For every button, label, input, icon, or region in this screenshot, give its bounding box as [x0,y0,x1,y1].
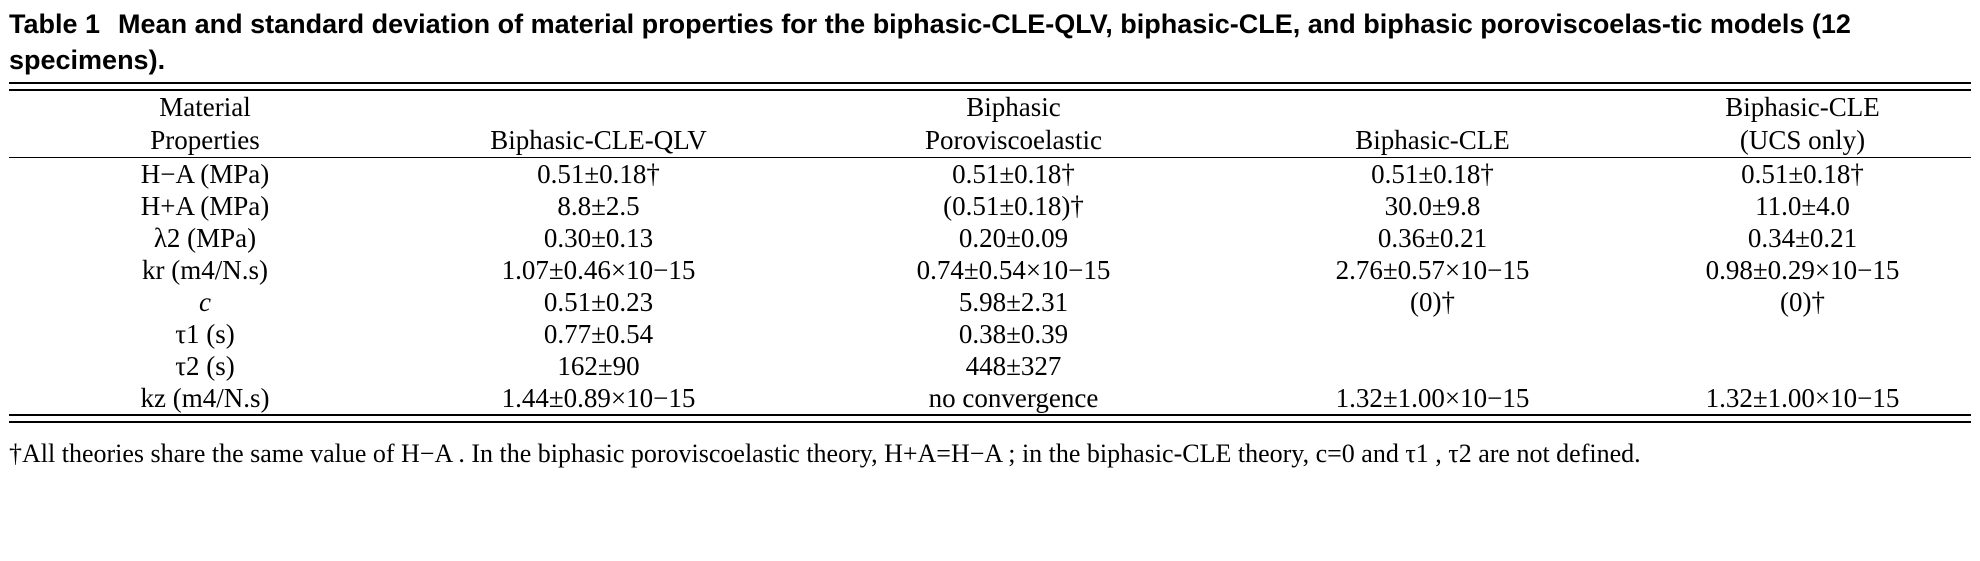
header-biphasic-cle-ucs-only: Biphasic-CLE (UCS only) [1725,92,1880,155]
cell-qlv: 8.8±2.5 [557,191,640,221]
cell-cle: 0.36±0.21 [1377,223,1488,253]
row-label: c [199,287,211,317]
row-label: λ2 (MPa) [153,223,257,253]
cell-cle: 0.51±0.18† [1371,159,1494,189]
row-label: kr (m4/N.s) [142,255,268,285]
cell-cle [1231,350,1634,382]
cell-cle: (0)† [1410,287,1455,317]
table-row: H−A (MPa) 0.51±0.18† 0.51±0.18† 0.51±0.1… [9,158,1971,190]
cell-poroviscoelastic: 0.74±0.54×10−15 [916,255,1111,285]
cell-qlv: 1.07±0.46×10−15 [501,255,696,285]
table-row: kz (m4/N.s) 1.44±0.89×10−15 no convergen… [9,382,1971,414]
row-label: H+A (MPa) [140,191,270,221]
cell-poroviscoelastic: no convergence [928,383,1099,413]
cell-ucs: 0.51±0.18† [1741,159,1864,189]
table-header-row: Material Properties Biphasic-CLE-QLV Bip… [9,91,1971,157]
material-properties-table: Material Properties Biphasic-CLE-QLV Bip… [9,91,1971,414]
table-row: τ1 (s) 0.77±0.54 0.38±0.39 [9,318,1971,350]
cell-ucs: 1.32±1.00×10−15 [1705,383,1900,413]
cell-ucs: 11.0±4.0 [1755,191,1850,221]
table-row: kr (m4/N.s) 1.07±0.46×10−15 0.74±0.54×10… [9,254,1971,286]
table-label: Table 1 [9,9,101,39]
cell-ucs: 0.34±0.21 [1747,223,1858,253]
cell-poroviscoelastic: 0.20±0.09 [958,223,1069,253]
cell-qlv: 0.30±0.13 [543,223,654,253]
cell-poroviscoelastic: 0.51±0.18† [952,159,1075,189]
cell-cle [1231,318,1634,350]
row-label: kz (m4/N.s) [140,383,270,413]
header-biphasic-cle: Biphasic-CLE [1355,125,1510,155]
cell-poroviscoelastic: 0.38±0.39 [958,319,1069,349]
cell-ucs: (0)† [1780,287,1825,317]
cell-poroviscoelastic: (0.51±0.18)† [943,191,1084,221]
bottom-double-rule [9,414,1971,423]
cell-qlv: 162±90 [557,351,640,381]
cell-qlv: 0.51±0.23 [543,287,654,317]
cell-cle: 2.76±0.57×10−15 [1335,255,1530,285]
cell-cle: 30.0±9.8 [1384,191,1481,221]
header-biphasic-cle-qlv: Biphasic-CLE-QLV [490,125,707,155]
table-row: H+A (MPa) 8.8±2.5 (0.51±0.18)† 30.0±9.8 … [9,190,1971,222]
table-caption: Table 1 Mean and standard deviation of ma… [9,6,1971,78]
document-page: Table 1 Mean and standard deviation of ma… [9,0,1971,469]
cell-ucs: 0.98±0.29×10−15 [1705,255,1900,285]
cell-poroviscoelastic: 448±327 [965,351,1062,381]
top-double-rule [9,82,1971,91]
cell-qlv: 0.51±0.18† [537,159,660,189]
table-footnote: †All theories share the same value of H−… [9,439,1641,468]
row-label: τ2 (s) [175,351,235,381]
row-label: H−A (MPa) [140,159,270,189]
cell-poroviscoelastic: 5.98±2.31 [958,287,1069,317]
caption-text: Mean and standard deviation of material … [9,9,1851,75]
header-rule [9,157,1971,158]
header-biphasic-poroviscoelastic: Biphasic Poroviscoelastic [925,92,1102,155]
table-row: c 0.51±0.23 5.98±2.31 (0)† (0)† [9,286,1971,318]
cell-qlv: 0.77±0.54 [543,319,654,349]
cell-cle: 1.32±1.00×10−15 [1335,383,1530,413]
cell-ucs [1634,350,1971,382]
cell-qlv: 1.44±0.89×10−15 [501,383,696,413]
table-row: τ2 (s) 162±90 448±327 [9,350,1971,382]
row-label: τ1 (s) [175,319,235,349]
header-material-properties: Material Properties [150,92,260,155]
table-row: λ2 (MPa) 0.30±0.13 0.20±0.09 0.36±0.21 0… [9,222,1971,254]
cell-ucs [1634,318,1971,350]
